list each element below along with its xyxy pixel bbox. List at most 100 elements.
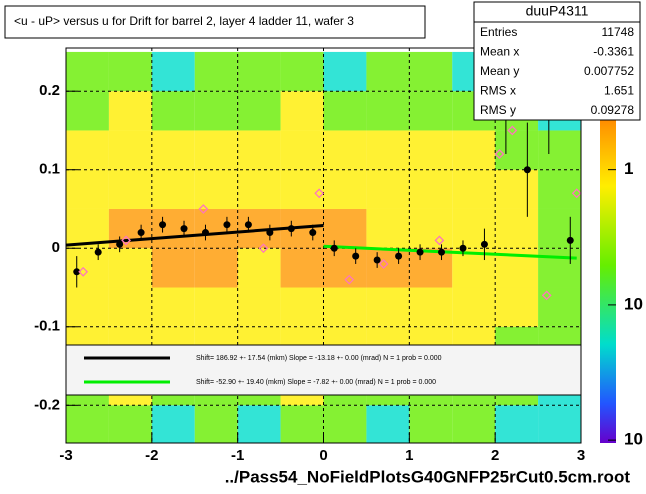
point — [159, 221, 167, 229]
point — [566, 236, 574, 244]
heatmap-cell — [538, 287, 581, 327]
colorbar-tick-label: 1 — [624, 159, 633, 178]
colorbar-tick-label: 10 — [624, 294, 643, 313]
heatmap-cell — [538, 130, 581, 170]
heatmap-cell — [194, 208, 238, 249]
chart-title: <u - uP> versus u for Drift for barrel 2… — [14, 14, 354, 28]
point — [434, 235, 445, 246]
heatmap-cell — [237, 248, 281, 288]
heatmap-cell — [452, 287, 496, 327]
point — [395, 252, 403, 260]
stat-value: 0.007752 — [584, 64, 634, 78]
heatmap-cell — [237, 130, 281, 170]
point — [116, 240, 124, 248]
heatmap-cell — [237, 169, 281, 209]
point — [201, 229, 209, 237]
heatmap-cell — [237, 51, 281, 92]
fit-line — [323, 244, 577, 260]
heatmap-cell — [280, 91, 324, 131]
heatmap-cell — [409, 169, 453, 209]
point — [344, 274, 355, 285]
heatmap-cell — [366, 248, 410, 288]
heatmap-cell — [409, 51, 453, 92]
point — [378, 259, 389, 269]
heatmap-cell — [323, 208, 367, 249]
x-tick-label: 1 — [405, 447, 413, 464]
heatmap-cell — [280, 287, 324, 327]
heatmap-cell — [108, 91, 152, 131]
heatmap-cell — [366, 169, 410, 209]
heatmap-cell — [409, 287, 453, 327]
heatmap-cell — [280, 130, 324, 170]
heatmap-cell — [66, 169, 109, 209]
point — [373, 256, 381, 264]
heatmap-cell — [409, 248, 453, 288]
point — [223, 221, 231, 229]
heatmap-cell — [108, 248, 152, 288]
point — [480, 240, 488, 248]
heatmap-cell — [409, 130, 453, 170]
heatmap-cell — [108, 130, 152, 170]
plot-area — [66, 48, 581, 443]
x-tick-label: -2 — [145, 447, 158, 464]
heatmap-cell — [151, 405, 195, 443]
stat-label: Entries — [480, 25, 517, 39]
heatmap-cell — [366, 130, 410, 170]
heatmap-cell — [66, 91, 109, 131]
heatmap-cell — [66, 130, 109, 170]
heatmap-cell — [452, 130, 496, 170]
heatmap-cell — [151, 208, 195, 249]
heatmap-cell — [495, 287, 539, 327]
point — [352, 252, 360, 260]
point — [266, 229, 274, 237]
point — [523, 166, 531, 174]
heatmap-cell — [194, 51, 238, 92]
heatmap-cell — [366, 91, 410, 131]
heatmap-cell — [151, 248, 195, 288]
heatmap-cell — [366, 208, 410, 249]
y-tick-label: 0.1 — [39, 161, 60, 178]
legend-label: Shift= 186.92 +- 17.54 (mkm) Slope = -13… — [196, 355, 442, 362]
point — [571, 188, 581, 199]
heatmap-cell — [237, 405, 281, 443]
heatmap-cell — [323, 91, 367, 131]
heatmap-cell — [151, 169, 195, 209]
heatmap-cell — [366, 405, 410, 443]
point — [416, 248, 424, 256]
heatmap-cell — [409, 208, 453, 249]
heatmap-cell — [280, 405, 324, 443]
legend-box — [65, 344, 582, 396]
legend-label: Shift= -52.90 +- 19.40 (mkm) Slope = -7.… — [196, 379, 436, 386]
y-tick-label: -0.2 — [34, 396, 60, 413]
heatmap-cell — [452, 405, 496, 443]
point — [314, 188, 325, 199]
point — [198, 204, 209, 214]
heatmap-cell — [237, 287, 281, 327]
y-tick-label: 0.2 — [39, 82, 60, 99]
point — [137, 229, 145, 237]
stats-title: duuP4311 — [526, 3, 589, 19]
title-box — [4, 5, 426, 39]
point — [309, 229, 317, 237]
heatmap-cell — [151, 51, 195, 92]
point — [94, 248, 102, 256]
stat-value: 1.651 — [604, 84, 634, 98]
colorbar-tick-label: 10 — [624, 430, 643, 449]
heatmap-cell — [280, 169, 324, 209]
heatmap-cell — [194, 287, 238, 327]
point — [258, 243, 269, 254]
heatmap-cell — [280, 248, 324, 288]
point — [541, 290, 552, 301]
point — [330, 244, 338, 252]
heatmap-cell — [66, 405, 109, 443]
heatmap-cell — [194, 130, 238, 170]
heatmap-cell — [108, 169, 152, 209]
point — [494, 149, 505, 159]
heatmap-cell — [323, 287, 367, 327]
heatmap-cell — [108, 51, 152, 92]
point — [244, 221, 252, 229]
heatmap-cell — [495, 130, 539, 170]
point — [459, 244, 467, 252]
heatmap-cell — [366, 287, 410, 327]
